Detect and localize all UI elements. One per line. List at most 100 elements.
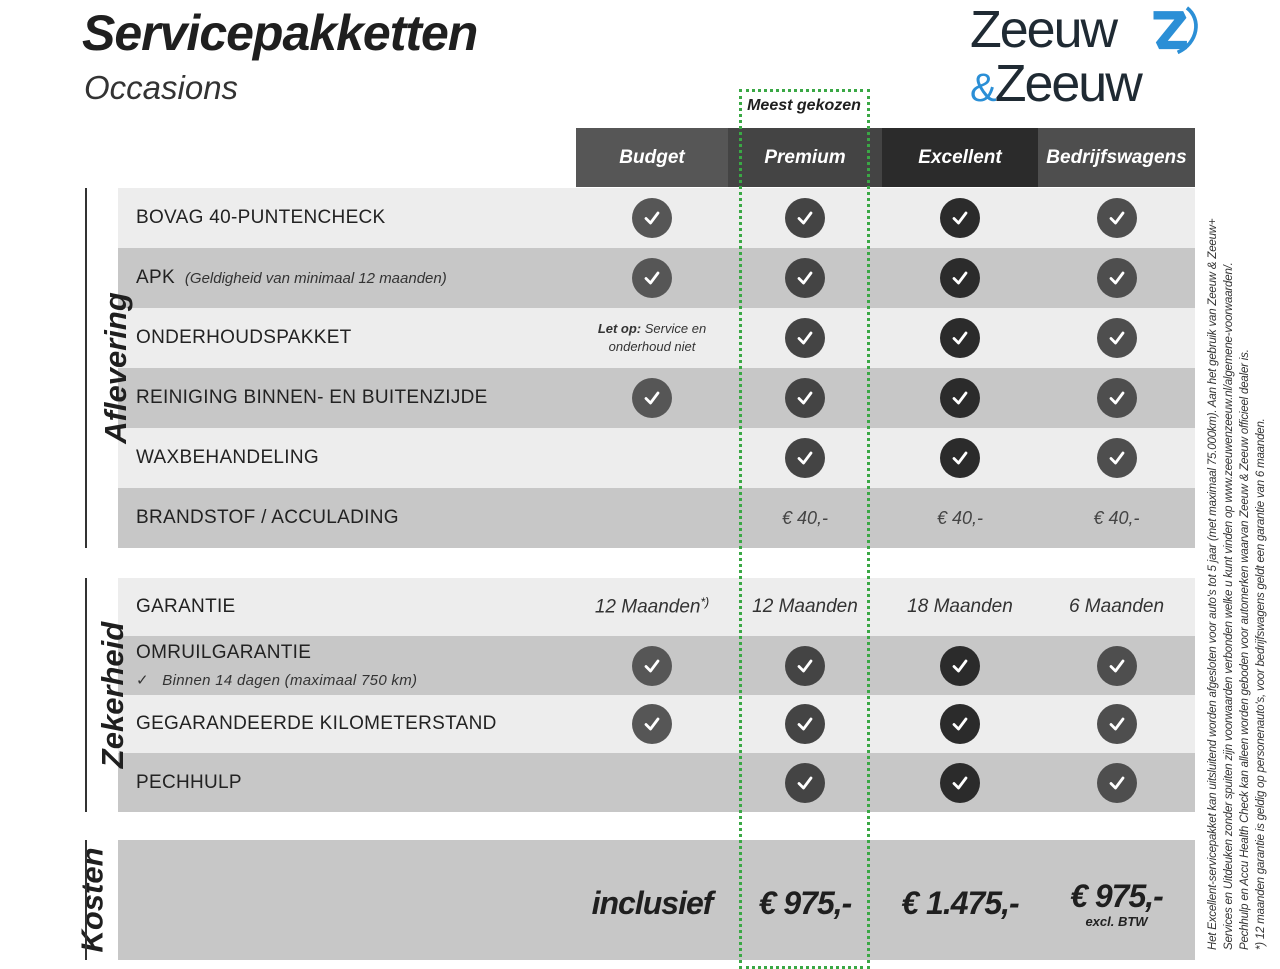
cell-budget: inclusief bbox=[576, 840, 728, 960]
cell-bedrijfswagens bbox=[1038, 753, 1195, 812]
cell-premium: 12 Maanden bbox=[728, 578, 882, 636]
row-label: BRANDSTOF / ACCULADING bbox=[136, 488, 399, 548]
cell-premium bbox=[728, 188, 882, 248]
cell-excellent bbox=[882, 428, 1038, 488]
cell-value: € 40,- bbox=[936, 507, 984, 528]
column-header-premium: Premium bbox=[728, 128, 882, 187]
row-label-text: ONDERHOUDSPAKKET bbox=[136, 327, 352, 348]
cell-budget: 12 Maanden*) bbox=[576, 578, 728, 636]
cell-bedrijfswagens bbox=[1038, 188, 1195, 248]
column-header-bedrijfswagens: Bedrijfswagens bbox=[1038, 128, 1195, 187]
cell-premium bbox=[728, 636, 882, 695]
row-label-text: WAXBEHANDELING bbox=[136, 447, 319, 468]
row-label-text: PECHHULP bbox=[136, 771, 242, 793]
cell-excellent bbox=[882, 308, 1038, 368]
row-label: BOVAG 40-PUNTENCHECK bbox=[136, 188, 386, 248]
table-row: WAXBEHANDELING bbox=[118, 428, 1195, 488]
logo-text-2: &Zeeuw bbox=[970, 58, 1143, 110]
cell-premium bbox=[728, 248, 882, 308]
cell-excellent: € 1.475,- bbox=[882, 840, 1038, 960]
excl-btw-note: excl. BTW bbox=[1085, 913, 1148, 929]
cell-budget bbox=[576, 753, 728, 812]
check-circle-icon bbox=[632, 258, 672, 298]
cell-budget: Let op: Service en onderhoud niet bbox=[576, 308, 728, 368]
cell-value: € 975,- bbox=[758, 885, 853, 921]
cell-bedrijfswagens bbox=[1038, 695, 1195, 753]
footnote: Services en Uitdeuken zonder spuiten zij… bbox=[1223, 262, 1235, 950]
cell-bedrijfswagens: € 975,- excl. BTW bbox=[1038, 840, 1195, 960]
page-subtitle: Occasions bbox=[84, 69, 239, 106]
cell-bedrijfswagens bbox=[1038, 636, 1195, 695]
check-circle-icon bbox=[632, 704, 672, 744]
cell-premium bbox=[728, 368, 882, 428]
check-circle-icon bbox=[1096, 645, 1137, 686]
note-line-2: onderhoud niet bbox=[608, 339, 696, 354]
cell-excellent bbox=[882, 248, 1038, 308]
table-row: GARANTIE 12 Maanden*) 12 Maanden 18 Maanden… bbox=[118, 578, 1195, 636]
cell-premium bbox=[728, 753, 882, 812]
table-row: GEGARANDEERDE KILOMETERSTAND bbox=[118, 695, 1195, 753]
check-circle-icon bbox=[940, 378, 980, 418]
row-sublabel: Binnen 14 dagen (maximaal 750 km) bbox=[162, 671, 418, 689]
row-label: PECHHULP bbox=[136, 753, 242, 812]
section-label-text: Kosten bbox=[74, 847, 110, 953]
cell-value: 12 Maanden bbox=[752, 596, 858, 617]
check-circle-icon bbox=[1096, 762, 1137, 803]
check-circle-icon bbox=[940, 704, 980, 744]
cell-bedrijfswagens bbox=[1038, 368, 1195, 428]
cell-value: € 1.475,- bbox=[901, 885, 1019, 921]
check-circle-icon bbox=[1096, 318, 1137, 358]
check-circle-icon bbox=[1096, 258, 1137, 298]
cell-value: 18 Maanden bbox=[907, 596, 1013, 617]
cell-value: inclusief bbox=[591, 885, 714, 921]
row-label-text: GARANTIE bbox=[136, 596, 236, 617]
row-label-text: GEGARANDEERDE KILOMETERSTAND bbox=[136, 713, 497, 734]
cell-excellent bbox=[882, 188, 1038, 248]
cell-excellent bbox=[882, 636, 1038, 695]
table-row: REINIGING BINNEN- EN BUITENZIJDE bbox=[118, 368, 1195, 428]
cell-excellent bbox=[882, 753, 1038, 812]
row-sublabel: (Geldigheid van minimaal 12 maanden) bbox=[184, 269, 447, 287]
footnotes: Het Excellent-servicepakket kan uitsluit… bbox=[1205, 120, 1269, 950]
cell-premium: € 975,- bbox=[728, 840, 882, 960]
section-label-aflevering: Aflevering bbox=[40, 188, 192, 548]
check-circle-icon bbox=[1096, 378, 1137, 418]
cell-excellent bbox=[882, 695, 1038, 753]
cell-budget bbox=[576, 428, 728, 488]
row-label-text: APK bbox=[136, 267, 175, 288]
table-row: ONDERHOUDSPAKKET Let op: Service en onderh… bbox=[118, 308, 1195, 368]
row-label: GARANTIE bbox=[136, 578, 236, 636]
row-label-text: BRANDSTOF / ACCULADING bbox=[136, 507, 399, 528]
divider bbox=[85, 840, 87, 960]
check-circle-icon bbox=[632, 645, 672, 686]
check-circle-icon bbox=[940, 318, 980, 358]
footnote-mark: *) bbox=[700, 595, 710, 610]
cell-premium bbox=[728, 428, 882, 488]
most-chosen-badge: Meest gekozen bbox=[747, 97, 861, 114]
check-circle-icon bbox=[785, 318, 825, 358]
footnote: Het Excellent-servicepakket kan uitsluit… bbox=[1207, 218, 1219, 950]
check-circle-icon bbox=[785, 258, 825, 298]
logo-text-1: Zeeuw bbox=[970, 1, 1118, 59]
cell-bedrijfswagens: € 40,- bbox=[1038, 488, 1195, 548]
check-circle-icon bbox=[940, 438, 980, 478]
section-label-text: Aflevering bbox=[97, 292, 133, 444]
row-label: REINIGING BINNEN- EN BUITENZIJDE bbox=[136, 368, 488, 428]
row-label-text: REINIGING BINNEN- EN BUITENZIJDE bbox=[136, 387, 488, 408]
cell-value: € 40,- bbox=[781, 507, 829, 528]
row-label: GEGARANDEERDE KILOMETERSTAND bbox=[136, 695, 497, 753]
logo: Zeeuw &Zeeuw bbox=[970, 4, 1200, 114]
check-circle-icon bbox=[785, 704, 825, 744]
footnote: Pechhulp en Accu Health Check kan alleen… bbox=[1239, 349, 1251, 950]
table-row: APK (Geldigheid van minimaal 12 maanden) bbox=[118, 248, 1195, 308]
cell-premium bbox=[728, 308, 882, 368]
check-circle-icon bbox=[632, 378, 672, 418]
check-circle-icon bbox=[1096, 704, 1137, 744]
cell-budget bbox=[576, 695, 728, 753]
column-header-excellent: Excellent bbox=[882, 128, 1038, 187]
cell-bedrijfswagens bbox=[1038, 428, 1195, 488]
cell-excellent: € 40,- bbox=[882, 488, 1038, 548]
check-circle-icon bbox=[785, 198, 825, 238]
cell-excellent bbox=[882, 368, 1038, 428]
check-circle-icon bbox=[785, 438, 825, 478]
